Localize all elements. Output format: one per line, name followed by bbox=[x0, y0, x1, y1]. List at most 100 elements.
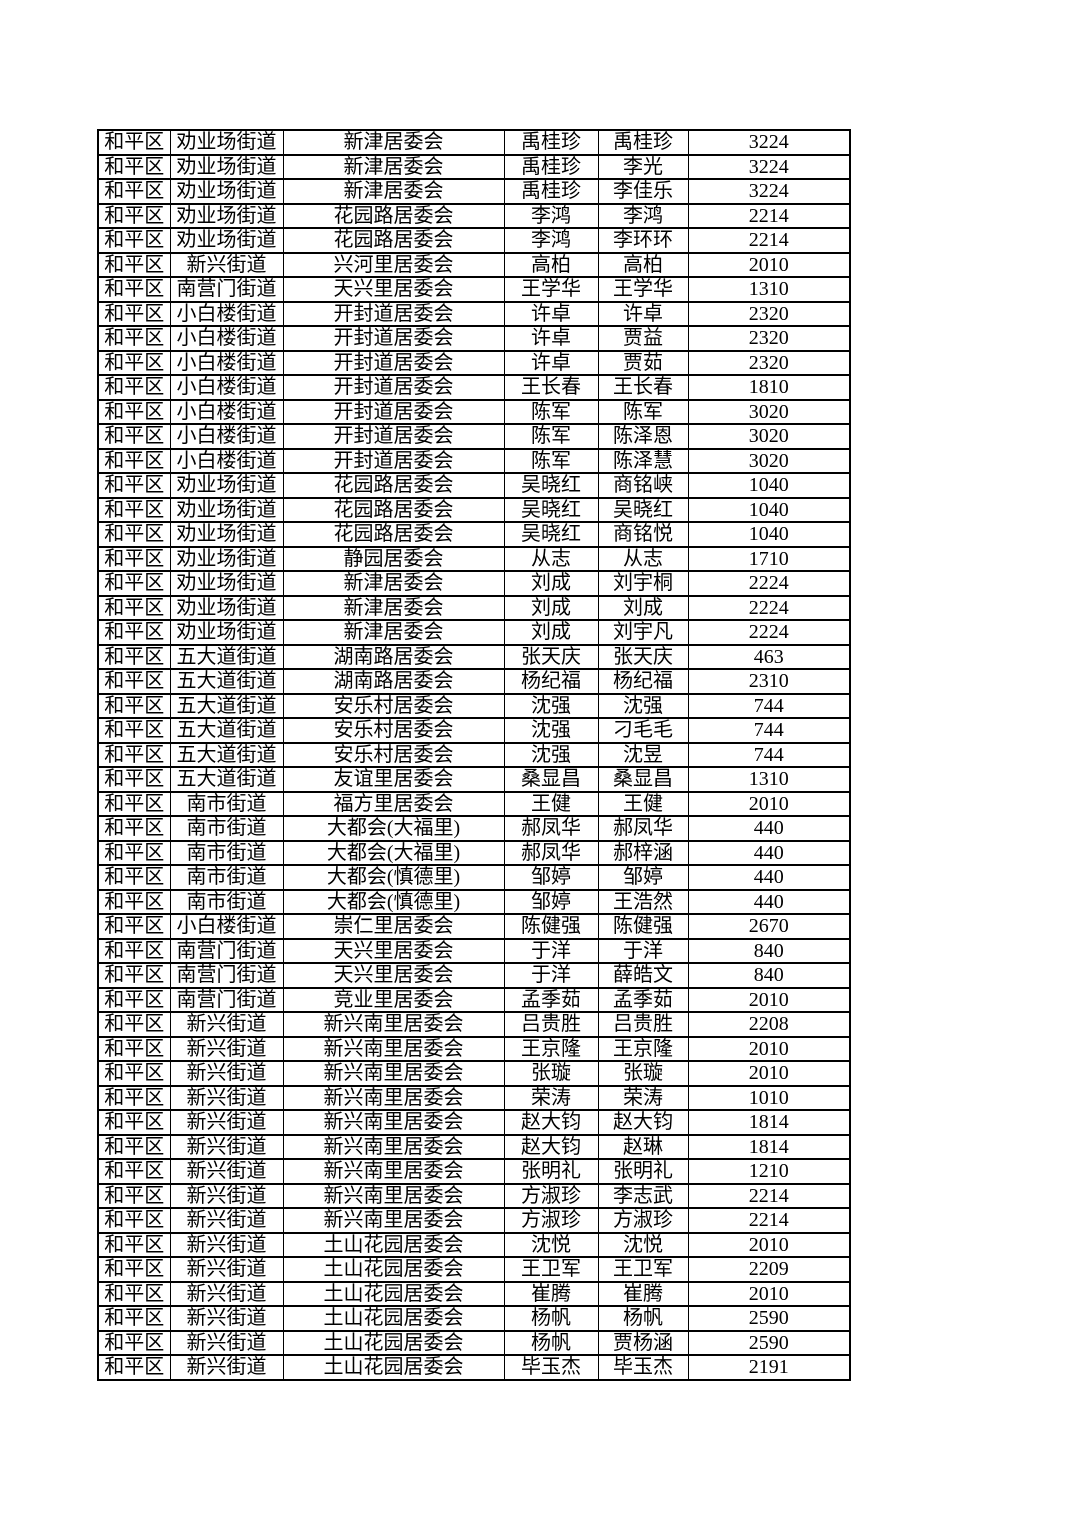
cell-applicant-name: 沈强 bbox=[503, 741, 599, 768]
cell-district: 和平区 bbox=[97, 1231, 171, 1258]
cell-street: 小白楼街道 bbox=[169, 325, 284, 352]
cell-committee: 新津居委会 bbox=[282, 178, 505, 205]
cell-number: 1710 bbox=[687, 545, 851, 572]
cell-applicant-name: 王京隆 bbox=[503, 1035, 599, 1062]
cell-number: 2320 bbox=[687, 300, 851, 327]
table-row: 和平区 劝业场街道 新津居委会 刘成 刘宇桐 2224 bbox=[97, 570, 851, 597]
cell-number: 1210 bbox=[687, 1158, 851, 1185]
cell-member-name: 毕玉杰 bbox=[597, 1354, 689, 1381]
cell-member-name: 刘成 bbox=[597, 594, 689, 621]
cell-district: 和平区 bbox=[97, 202, 171, 229]
cell-applicant-name: 吴晓红 bbox=[503, 521, 599, 548]
cell-applicant-name: 王学华 bbox=[503, 276, 599, 303]
cell-street: 南市街道 bbox=[169, 815, 284, 842]
cell-committee: 花园路居委会 bbox=[282, 227, 505, 254]
cell-committee: 湖南路居委会 bbox=[282, 643, 505, 670]
cell-district: 和平区 bbox=[97, 545, 171, 572]
cell-district: 和平区 bbox=[97, 937, 171, 964]
cell-street: 劝业场街道 bbox=[169, 153, 284, 180]
table-row: 和平区 新兴街道 新兴南里居委会 张璇 张璇 2010 bbox=[97, 1060, 851, 1087]
cell-number: 3224 bbox=[687, 178, 851, 205]
cell-number: 2010 bbox=[687, 1280, 851, 1307]
cell-applicant-name: 刘成 bbox=[503, 570, 599, 597]
cell-street: 新兴街道 bbox=[169, 1060, 284, 1087]
cell-applicant-name: 沈强 bbox=[503, 692, 599, 719]
cell-member-name: 邹婷 bbox=[597, 864, 689, 891]
table-row: 和平区 劝业场街道 静园居委会 从志 从志 1710 bbox=[97, 545, 851, 572]
cell-number: 463 bbox=[687, 643, 851, 670]
cell-member-name: 杨帆 bbox=[597, 1305, 689, 1332]
cell-district: 和平区 bbox=[97, 741, 171, 768]
cell-applicant-name: 陈军 bbox=[503, 398, 599, 425]
cell-street: 新兴街道 bbox=[169, 1084, 284, 1111]
cell-number: 2214 bbox=[687, 202, 851, 229]
cell-applicant-name: 张天庆 bbox=[503, 643, 599, 670]
cell-district: 和平区 bbox=[97, 300, 171, 327]
cell-applicant-name: 许卓 bbox=[503, 300, 599, 327]
cell-applicant-name: 邹婷 bbox=[503, 888, 599, 915]
table-row: 和平区 劝业场街道 花园路居委会 吴晓红 商铭悦 1040 bbox=[97, 521, 851, 548]
table-row: 和平区 小白楼街道 开封道居委会 陈军 陈泽慧 3020 bbox=[97, 447, 851, 474]
cell-street: 小白楼街道 bbox=[169, 913, 284, 940]
table-row: 和平区 新兴街道 新兴南里居委会 荣涛 荣涛 1010 bbox=[97, 1084, 851, 1111]
cell-district: 和平区 bbox=[97, 496, 171, 523]
cell-number: 440 bbox=[687, 839, 851, 866]
cell-applicant-name: 禹桂珍 bbox=[503, 178, 599, 205]
cell-district: 和平区 bbox=[97, 864, 171, 891]
cell-applicant-name: 方淑珍 bbox=[503, 1182, 599, 1209]
table-row: 和平区 南营门街道 天兴里居委会 于洋 于洋 840 bbox=[97, 937, 851, 964]
cell-member-name: 贾茹 bbox=[597, 349, 689, 376]
cell-district: 和平区 bbox=[97, 668, 171, 695]
cell-street: 南市街道 bbox=[169, 790, 284, 817]
cell-district: 和平区 bbox=[97, 447, 171, 474]
cell-member-name: 郝凤华 bbox=[597, 815, 689, 842]
table-body: 和平区 劝业场街道 新津居委会 禹桂珍 禹桂珍 3224 和平区 劝业场街道 新津居委会 禹桂珍李… bbox=[97, 129, 851, 1381]
cell-committee: 静园居委会 bbox=[282, 545, 505, 572]
cell-committee: 土山花园居委会 bbox=[282, 1305, 505, 1332]
cell-district: 和平区 bbox=[97, 276, 171, 303]
cell-committee: 天兴里居委会 bbox=[282, 276, 505, 303]
cell-street: 小白楼街道 bbox=[169, 423, 284, 450]
cell-committee: 新津居委会 bbox=[282, 129, 505, 156]
cell-applicant-name: 杨纪福 bbox=[503, 668, 599, 695]
cell-number: 3020 bbox=[687, 447, 851, 474]
cell-number: 1310 bbox=[687, 766, 851, 793]
cell-street: 小白楼街道 bbox=[169, 300, 284, 327]
cell-number: 2224 bbox=[687, 619, 851, 646]
cell-district: 和平区 bbox=[97, 325, 171, 352]
table-row: 和平区 新兴街道 新兴南里居委会 张明礼 张明礼 1210 bbox=[97, 1158, 851, 1185]
cell-street: 五大道街道 bbox=[169, 766, 284, 793]
table-row: 和平区 劝业场街道 花园路居委会 李鸿 李环环 2214 bbox=[97, 227, 851, 254]
table-row: 和平区 五大道街道 湖南路居委会 张天庆 张天庆 463 bbox=[97, 643, 851, 670]
cell-street: 新兴街道 bbox=[169, 1354, 284, 1381]
table-row: 和平区 劝业场街道 花园路居委会 吴晓红 吴晓红 1040 bbox=[97, 496, 851, 523]
cell-member-name: 赵琳 bbox=[597, 1133, 689, 1160]
cell-district: 和平区 bbox=[97, 1182, 171, 1209]
cell-number: 2670 bbox=[687, 913, 851, 940]
cell-district: 和平区 bbox=[97, 839, 171, 866]
cell-number: 2209 bbox=[687, 1256, 851, 1283]
cell-committee: 竞业里居委会 bbox=[282, 986, 505, 1013]
cell-district: 和平区 bbox=[97, 1011, 171, 1038]
cell-member-name: 沈昱 bbox=[597, 741, 689, 768]
cell-committee: 花园路居委会 bbox=[282, 472, 505, 499]
cell-committee: 湖南路居委会 bbox=[282, 668, 505, 695]
cell-member-name: 王浩然 bbox=[597, 888, 689, 915]
cell-committee: 花园路居委会 bbox=[282, 496, 505, 523]
cell-street: 劝业场街道 bbox=[169, 619, 284, 646]
cell-number: 440 bbox=[687, 864, 851, 891]
cell-committee: 新津居委会 bbox=[282, 594, 505, 621]
cell-number: 2214 bbox=[687, 1182, 851, 1209]
cell-member-name: 张天庆 bbox=[597, 643, 689, 670]
cell-number: 2214 bbox=[687, 227, 851, 254]
cell-member-name: 商铭悦 bbox=[597, 521, 689, 548]
cell-district: 和平区 bbox=[97, 766, 171, 793]
cell-street: 劝业场街道 bbox=[169, 545, 284, 572]
cell-committee: 新津居委会 bbox=[282, 570, 505, 597]
cell-member-name: 贾杨涵 bbox=[597, 1329, 689, 1356]
table-row: 和平区 新兴街道 新兴南里居委会 吕贵胜 吕贵胜 2208 bbox=[97, 1011, 851, 1038]
cell-member-name: 陈泽恩 bbox=[597, 423, 689, 450]
cell-number: 1810 bbox=[687, 374, 851, 401]
cell-committee: 安乐村居委会 bbox=[282, 692, 505, 719]
cell-applicant-name: 郝凤华 bbox=[503, 815, 599, 842]
